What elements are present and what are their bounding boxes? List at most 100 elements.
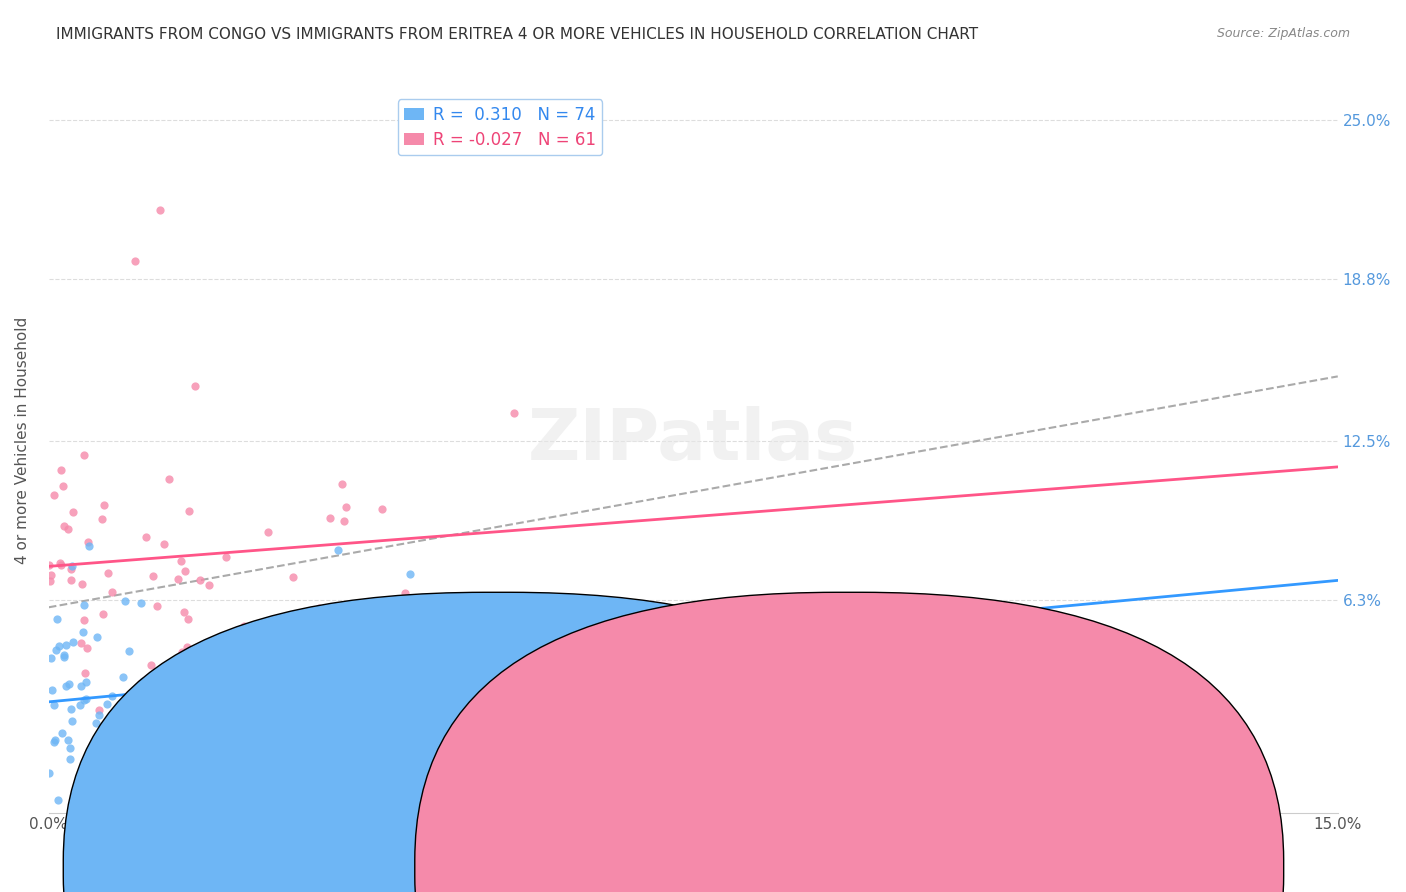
Point: [96, 698, 118, 712]
Point: [212, 715, 235, 730]
Point: [114, 720, 136, 734]
Point: [73, 598, 96, 612]
Point: [176, 640, 198, 654]
Point: [70, 577, 93, 591]
Point: [91, 512, 114, 526]
Point: [191, 657, 214, 671]
Point: [73, 692, 96, 706]
Point: [38, 558, 60, 572]
Point: [42, 488, 65, 502]
Point: [51, 462, 73, 476]
Point: [301, 673, 323, 687]
Point: [70, 636, 93, 650]
Text: Source: ZipAtlas.com: Source: ZipAtlas.com: [1216, 27, 1350, 40]
Point: [129, 676, 152, 690]
Point: [330, 477, 353, 491]
Point: [330, 634, 353, 648]
Point: [394, 585, 416, 599]
Point: [190, 683, 212, 698]
Point: [59, 751, 82, 765]
Point: [53, 519, 76, 533]
Point: [195, 793, 218, 807]
Point: [335, 500, 357, 515]
Point: [204, 644, 226, 658]
Point: [173, 739, 195, 753]
Point: [39, 574, 62, 588]
Point: [79, 540, 101, 554]
Point: [131, 673, 153, 688]
Point: [141, 658, 163, 673]
Point: [83, 772, 105, 786]
Point: [60, 714, 83, 728]
Point: [232, 619, 254, 633]
Point: [39, 568, 62, 582]
Point: [101, 585, 124, 599]
Point: [135, 793, 157, 807]
Point: [60, 701, 83, 715]
Point: [208, 647, 231, 661]
Point: [73, 613, 96, 627]
Point: [134, 741, 156, 756]
Point: [108, 787, 131, 801]
Point: [75, 691, 97, 706]
Point: [41, 683, 63, 698]
Point: [198, 578, 221, 592]
Point: [398, 665, 420, 679]
Point: [84, 715, 107, 730]
Point: [219, 681, 242, 695]
Point: [48, 640, 70, 654]
Point: [51, 558, 73, 573]
Point: [93, 499, 115, 513]
Point: [39, 650, 62, 665]
Point: [172, 645, 194, 659]
Point: [55, 679, 77, 693]
Point: [190, 645, 212, 659]
Point: [45, 643, 67, 657]
Point: [62, 505, 84, 519]
Point: [326, 543, 349, 558]
Text: ZIPatlas: ZIPatlas: [529, 406, 858, 475]
Point: [256, 524, 278, 539]
Y-axis label: 4 or more Vehicles in Household: 4 or more Vehicles in Household: [15, 317, 30, 564]
Point: [165, 763, 187, 777]
Point: [45, 612, 67, 626]
Point: [173, 605, 195, 619]
Point: [53, 648, 76, 662]
Point: [156, 731, 179, 746]
Point: [114, 594, 136, 608]
Point: [149, 703, 172, 717]
Point: [91, 607, 114, 622]
Point: [177, 612, 200, 626]
Text: Immigrants from Eritrea: Immigrants from Eritrea: [851, 850, 1033, 865]
Point: [77, 535, 100, 549]
Point: [75, 674, 97, 689]
Text: IMMIGRANTS FROM CONGO VS IMMIGRANTS FROM ERITREA 4 OR MORE VEHICLES IN HOUSEHOLD: IMMIGRANTS FROM CONGO VS IMMIGRANTS FROM…: [56, 27, 979, 42]
Point: [60, 562, 83, 576]
Point: [399, 567, 422, 582]
Point: [118, 644, 141, 658]
Point: [205, 739, 228, 753]
Point: [72, 625, 94, 640]
Point: [53, 650, 76, 665]
Point: [44, 732, 66, 747]
Point: [42, 735, 65, 749]
Point: [179, 504, 201, 518]
Point: [157, 472, 180, 486]
Point: [222, 682, 245, 697]
Point: [76, 641, 98, 656]
Point: [188, 573, 211, 587]
Point: [347, 601, 370, 615]
Point: [62, 635, 84, 649]
Point: [183, 379, 205, 393]
Point: [124, 254, 146, 268]
Point: [60, 559, 83, 574]
Point: [270, 660, 292, 674]
Point: [76, 789, 98, 803]
Point: [285, 653, 308, 667]
Point: [120, 714, 142, 728]
Point: [214, 549, 236, 564]
Point: [69, 698, 91, 713]
Point: [97, 715, 120, 730]
Point: [51, 726, 73, 740]
Legend: R =  0.310   N = 74, R = -0.027   N = 61: R = 0.310 N = 74, R = -0.027 N = 61: [398, 99, 602, 155]
